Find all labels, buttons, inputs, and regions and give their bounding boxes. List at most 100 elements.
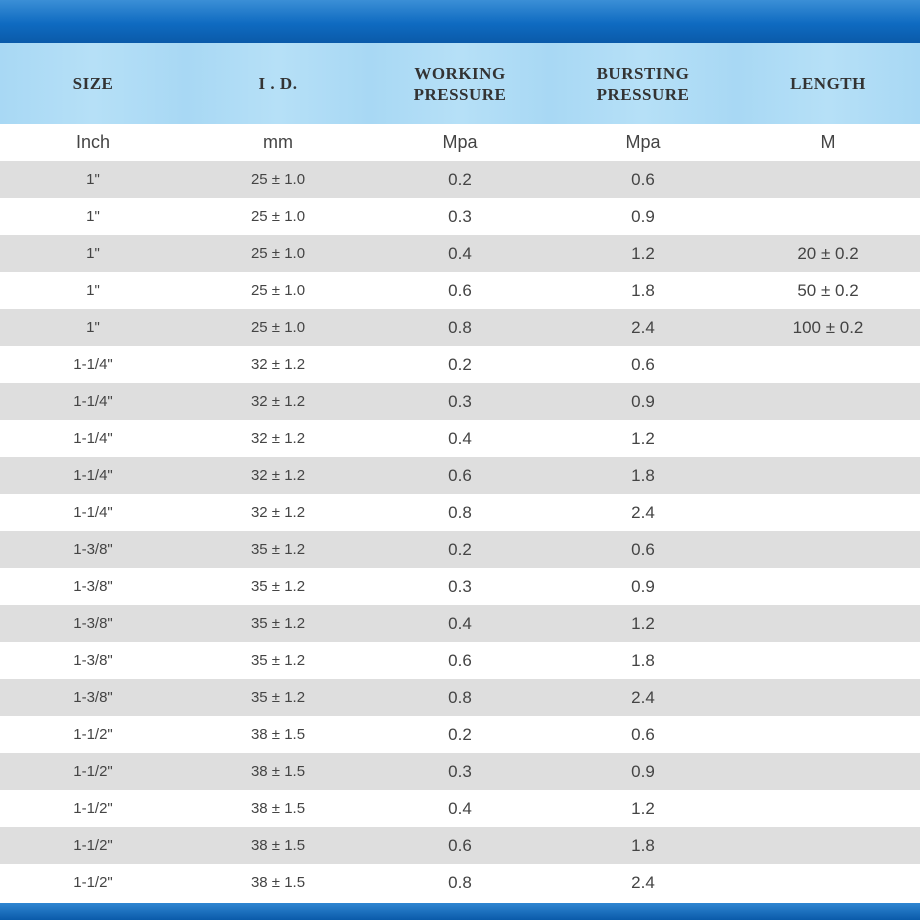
cell-length <box>736 605 920 642</box>
cell-id: 38 ± 1.5 <box>250 800 306 817</box>
cell-working-pressure: 0.2 <box>448 354 472 374</box>
cell-bursting-pressure: 0.6 <box>631 539 655 559</box>
cell-working-pressure: 0.2 <box>448 724 472 744</box>
cell-bursting-pressure: 2.4 <box>631 317 655 337</box>
cell-size: 1-1/2" <box>73 726 113 743</box>
cell-id: 38 ± 1.5 <box>250 763 306 780</box>
cell-size: 1-1/4" <box>73 504 113 521</box>
cell-length <box>736 161 920 198</box>
cell-working-pressure: 0.2 <box>448 539 472 559</box>
cell-size: 1-1/2" <box>73 763 113 780</box>
unit-bursting-pressure: Mpa <box>625 132 661 152</box>
cell-size: 1-3/8" <box>73 541 113 558</box>
unit-length: M <box>820 132 836 152</box>
cell-id: 35 ± 1.2 <box>250 652 306 669</box>
cell-working-pressure: 0.3 <box>448 761 472 781</box>
unit-id: mm <box>263 132 293 152</box>
cell-length: 100 ± 0.2 <box>792 317 864 337</box>
cell-length <box>736 420 920 457</box>
table-row: 1-3/8" 35 ± 1.2 0.8 2.4 <box>0 679 920 716</box>
cell-size: 1" <box>86 282 100 299</box>
table-row: 1-1/4" 32 ± 1.2 0.6 1.8 <box>0 457 920 494</box>
cell-length <box>736 679 920 716</box>
cell-bursting-pressure: 1.2 <box>631 428 655 448</box>
cell-id: 32 ± 1.2 <box>250 430 306 447</box>
cell-length: 20 ± 0.2 <box>797 243 859 263</box>
cell-length <box>736 198 920 235</box>
table-row: 1-3/8" 35 ± 1.2 0.4 1.2 <box>0 605 920 642</box>
cell-bursting-pressure: 1.8 <box>631 465 655 485</box>
table-row: 1-1/2" 38 ± 1.5 0.8 2.4 <box>0 864 920 901</box>
cell-bursting-pressure: 0.6 <box>631 724 655 744</box>
cell-length <box>736 531 920 568</box>
cell-working-pressure: 0.8 <box>448 502 472 522</box>
cell-size: 1" <box>86 245 100 262</box>
cell-working-pressure: 0.3 <box>448 391 472 411</box>
cell-bursting-pressure: 1.8 <box>631 650 655 670</box>
cell-length <box>736 383 920 420</box>
table-row: 1-1/4" 32 ± 1.2 0.8 2.4 <box>0 494 920 531</box>
table-row: 1" 25 ± 1.0 0.3 0.9 <box>0 198 920 235</box>
cell-length <box>736 457 920 494</box>
cell-id: 32 ± 1.2 <box>250 504 306 521</box>
cell-bursting-pressure: 1.2 <box>631 243 655 263</box>
table-row: 1" 25 ± 1.0 0.8 2.4 100 ± 0.2 <box>0 309 920 346</box>
units-row: Inch mm Mpa Mpa M <box>0 124 920 161</box>
cell-working-pressure: 0.6 <box>448 465 472 485</box>
cell-length <box>736 753 920 790</box>
cell-bursting-pressure: 2.4 <box>631 872 655 892</box>
cell-id: 25 ± 1.0 <box>250 245 306 262</box>
cell-bursting-pressure: 1.8 <box>631 835 655 855</box>
cell-length <box>736 346 920 383</box>
cell-bursting-pressure: 1.2 <box>631 613 655 633</box>
cell-id: 35 ± 1.2 <box>250 615 306 632</box>
cell-length <box>736 716 920 753</box>
table-row: 1-1/4" 32 ± 1.2 0.2 0.6 <box>0 346 920 383</box>
table-row: 1-3/8" 35 ± 1.2 0.3 0.9 <box>0 568 920 605</box>
cell-size: 1" <box>86 208 100 225</box>
cell-length: 50 ± 0.2 <box>797 280 859 300</box>
cell-id: 25 ± 1.0 <box>250 282 306 299</box>
table-row: 1-1/4" 32 ± 1.2 0.4 1.2 <box>0 420 920 457</box>
cell-size: 1-1/2" <box>73 874 113 891</box>
cell-id: 32 ± 1.2 <box>250 393 306 410</box>
header-working-pressure: WORKING PRESSURE <box>370 43 550 124</box>
cell-working-pressure: 0.6 <box>448 835 472 855</box>
cell-id: 35 ± 1.2 <box>250 578 306 595</box>
table-row: 1-1/2" 38 ± 1.5 0.2 0.6 <box>0 716 920 753</box>
table-header: SIZE I . D. WORKING PRESSURE BURSTING PR… <box>0 43 920 124</box>
cell-id: 25 ± 1.0 <box>250 208 306 225</box>
cell-size: 1-1/4" <box>73 430 113 447</box>
cell-length <box>736 568 920 605</box>
cell-length <box>736 827 920 864</box>
cell-size: 1" <box>86 319 100 336</box>
table-row: 1-1/4" 32 ± 1.2 0.3 0.9 <box>0 383 920 420</box>
cell-length <box>736 494 920 531</box>
header-size: SIZE <box>0 43 186 124</box>
cell-working-pressure: 0.6 <box>448 280 472 300</box>
cell-bursting-pressure: 0.9 <box>631 206 655 226</box>
cell-id: 35 ± 1.2 <box>250 541 306 558</box>
cell-size: 1-1/4" <box>73 393 113 410</box>
cell-length <box>736 642 920 679</box>
cell-working-pressure: 0.4 <box>448 428 472 448</box>
cell-working-pressure: 0.3 <box>448 576 472 596</box>
cell-id: 35 ± 1.2 <box>250 689 306 706</box>
cell-id: 25 ± 1.0 <box>250 171 306 188</box>
cell-id: 38 ± 1.5 <box>250 726 306 743</box>
cell-id: 32 ± 1.2 <box>250 467 306 484</box>
cell-size: 1-3/8" <box>73 689 113 706</box>
table-row: 1-1/2" 38 ± 1.5 0.3 0.9 <box>0 753 920 790</box>
cell-bursting-pressure: 0.6 <box>631 169 655 189</box>
cell-bursting-pressure: 0.9 <box>631 391 655 411</box>
cell-bursting-pressure: 0.6 <box>631 354 655 374</box>
top-band <box>0 0 920 43</box>
cell-working-pressure: 0.3 <box>448 206 472 226</box>
cell-bursting-pressure: 1.2 <box>631 798 655 818</box>
cell-working-pressure: 0.8 <box>448 317 472 337</box>
cell-bursting-pressure: 1.8 <box>631 280 655 300</box>
cell-size: 1-1/4" <box>73 467 113 484</box>
cell-size: 1-1/2" <box>73 837 113 854</box>
table-row: 1-1/2" 38 ± 1.5 0.4 1.2 <box>0 790 920 827</box>
cell-working-pressure: 0.4 <box>448 613 472 633</box>
